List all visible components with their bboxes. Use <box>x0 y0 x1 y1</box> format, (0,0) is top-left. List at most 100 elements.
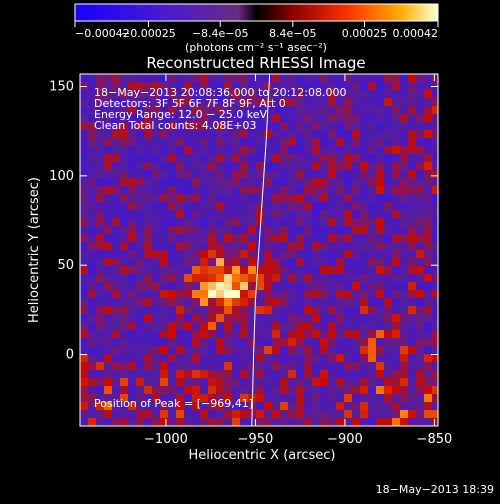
heatmap-cell <box>312 202 320 210</box>
heatmap-cell <box>248 274 256 282</box>
heatmap-cell <box>240 354 248 362</box>
heatmap-cell <box>352 146 360 154</box>
heatmap-cell <box>160 306 168 314</box>
heatmap-cell <box>224 314 232 322</box>
heatmap-cell <box>96 378 104 386</box>
heatmap-cell <box>120 314 128 322</box>
heatmap-cell <box>408 378 416 386</box>
heatmap-cell <box>376 154 384 162</box>
heatmap-cell <box>144 242 152 250</box>
heatmap-cell <box>384 378 392 386</box>
y-tick-label: 100 <box>49 169 74 184</box>
heatmap-cell <box>136 154 144 162</box>
heatmap-cell <box>216 306 224 314</box>
heatmap-cell <box>328 82 336 90</box>
heatmap-cell <box>216 410 224 418</box>
heatmap-cell <box>200 258 208 266</box>
heatmap-cell <box>160 242 168 250</box>
heatmap-cell <box>400 250 408 258</box>
heatmap-cell <box>368 114 376 122</box>
heatmap-cell <box>280 370 288 378</box>
heatmap-cell <box>136 266 144 274</box>
heatmap-cell <box>416 410 424 418</box>
heatmap-cell <box>80 266 88 274</box>
heatmap-cell <box>152 82 160 90</box>
heatmap-cell <box>272 386 280 394</box>
heatmap-cell <box>416 386 424 394</box>
heatmap-cell <box>408 138 416 146</box>
heatmap-cell <box>424 386 432 394</box>
heatmap-cell <box>368 122 376 130</box>
heatmap-cell <box>80 370 88 378</box>
heatmap-cell <box>280 314 288 322</box>
heatmap-cell <box>288 234 296 242</box>
heatmap-cell <box>120 298 128 306</box>
heatmap-cell <box>296 298 304 306</box>
heatmap-cell <box>264 74 272 82</box>
heatmap-cell <box>144 98 152 106</box>
heatmap-cell <box>424 146 432 154</box>
heatmap-cell <box>144 114 152 122</box>
heatmap-cell <box>392 386 400 394</box>
heatmap-cell <box>296 146 304 154</box>
heatmap-cell <box>376 90 384 98</box>
heatmap-cell <box>288 306 296 314</box>
heatmap-cell <box>176 226 184 234</box>
heatmap-cell <box>120 122 128 130</box>
heatmap-cell <box>80 194 88 202</box>
heatmap-cell <box>152 394 160 402</box>
heatmap-cell <box>160 162 168 170</box>
heatmap-cell <box>328 282 336 290</box>
heatmap-cell <box>416 98 424 106</box>
heatmap-cell <box>160 194 168 202</box>
heatmap-cell <box>408 162 416 170</box>
heatmap-cell <box>336 114 344 122</box>
heatmap-cell <box>392 410 400 418</box>
heatmap-cell <box>384 402 392 410</box>
heatmap-cell <box>392 258 400 266</box>
heatmap-cell <box>216 298 224 306</box>
heatmap-cell <box>384 82 392 90</box>
heatmap-cell <box>360 378 368 386</box>
heatmap-cell <box>256 186 264 194</box>
heatmap-cell <box>384 298 392 306</box>
heatmap-cell <box>256 106 264 114</box>
heatmap-cell <box>304 242 312 250</box>
heatmap-cell <box>336 410 344 418</box>
heatmap-cell <box>176 130 184 138</box>
heatmap-cell <box>160 138 168 146</box>
heatmap-cell <box>112 354 120 362</box>
heatmap-cell <box>368 130 376 138</box>
heatmap-cell <box>400 82 408 90</box>
heatmap-cell <box>368 266 376 274</box>
heatmap-cell <box>192 114 200 122</box>
heatmap-cell <box>80 290 88 298</box>
heatmap-cell <box>224 418 232 426</box>
heatmap-cell <box>224 178 232 186</box>
heatmap-cell <box>168 194 176 202</box>
heatmap-cell <box>192 210 200 218</box>
heatmap-cell <box>96 138 104 146</box>
heatmap-cell <box>400 218 408 226</box>
heatmap-cell <box>272 314 280 322</box>
heatmap-cell <box>288 354 296 362</box>
heatmap-cell <box>216 418 224 426</box>
heatmap-cell <box>232 218 240 226</box>
heatmap-cell <box>184 250 192 258</box>
heatmap-cell <box>312 362 320 370</box>
heatmap-cell <box>264 266 272 274</box>
heatmap-cell <box>424 154 432 162</box>
heatmap-cell <box>176 402 184 410</box>
heatmap-cell <box>408 258 416 266</box>
heatmap-cell <box>112 274 120 282</box>
heatmap-cell <box>416 290 424 298</box>
heatmap-cell <box>192 386 200 394</box>
heatmap-cell <box>400 210 408 218</box>
heatmap-cell <box>248 250 256 258</box>
heatmap-cell <box>280 154 288 162</box>
heatmap-cell <box>344 178 352 186</box>
heatmap-cell <box>192 138 200 146</box>
heatmap-cell <box>392 274 400 282</box>
annotation-time-range: 18−May−2013 20:08:36.000 to 20:12:08.000 <box>94 86 347 99</box>
heatmap-cell <box>344 402 352 410</box>
